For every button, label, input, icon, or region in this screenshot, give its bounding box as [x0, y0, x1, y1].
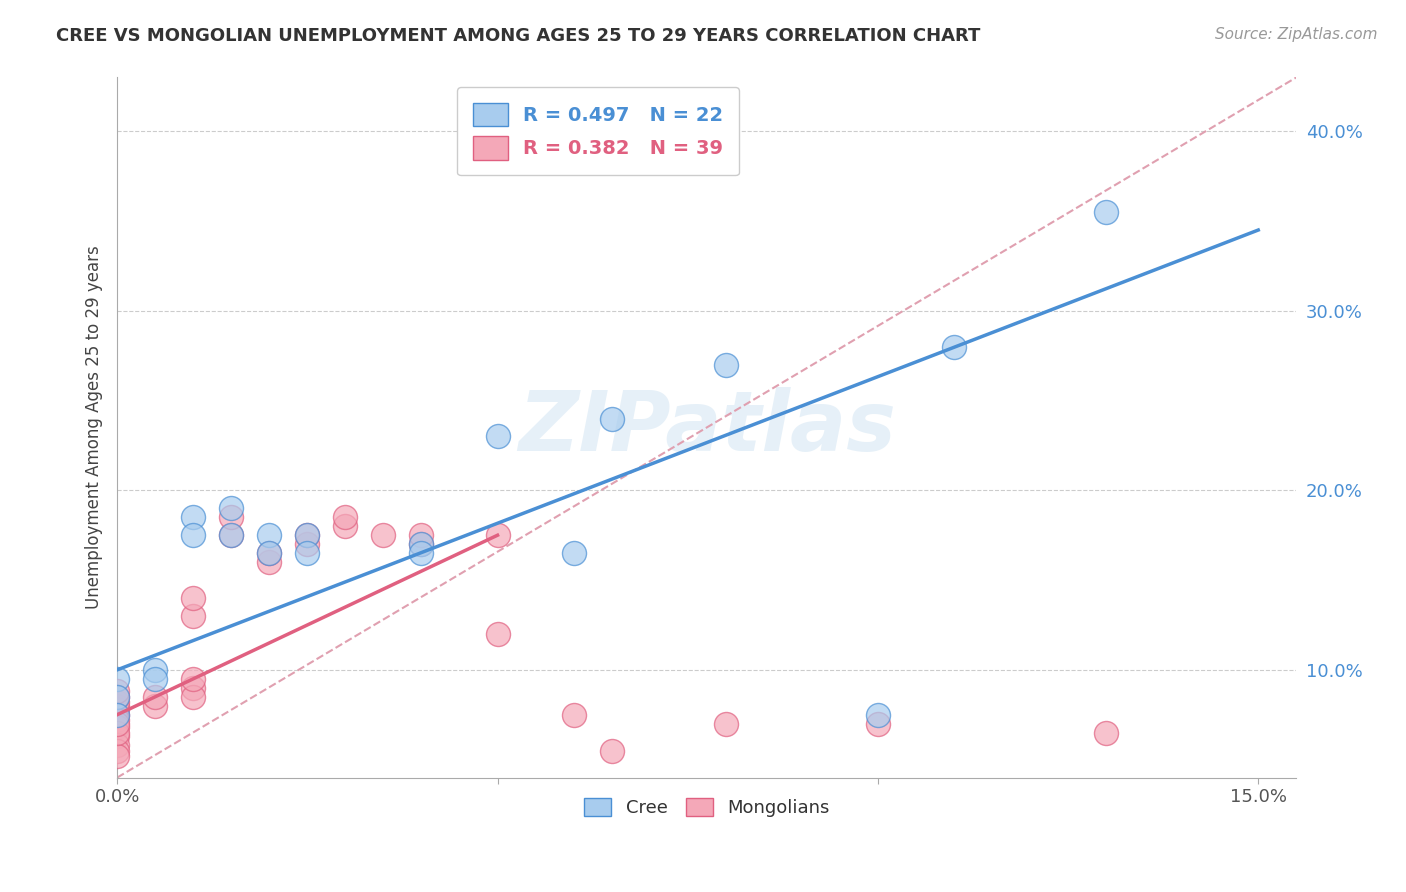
Point — [221, 510, 243, 524]
Point — [181, 609, 204, 624]
Point — [143, 698, 166, 713]
Point — [105, 702, 128, 716]
Point — [259, 528, 281, 542]
Point — [181, 510, 204, 524]
Point — [181, 690, 204, 704]
Point — [297, 528, 319, 542]
Point — [105, 713, 128, 727]
Point — [105, 695, 128, 709]
Point — [105, 725, 128, 739]
Point — [221, 528, 243, 542]
Point — [373, 528, 395, 542]
Point — [181, 672, 204, 686]
Point — [714, 358, 737, 372]
Legend: Cree, Mongolians: Cree, Mongolians — [576, 790, 837, 824]
Point — [259, 546, 281, 560]
Point — [143, 663, 166, 677]
Point — [600, 411, 623, 425]
Text: ZIPatlas: ZIPatlas — [517, 387, 896, 468]
Point — [181, 681, 204, 695]
Point — [105, 672, 128, 686]
Point — [411, 537, 433, 551]
Point — [411, 546, 433, 560]
Point — [297, 528, 319, 542]
Point — [259, 555, 281, 569]
Point — [143, 672, 166, 686]
Point — [562, 546, 585, 560]
Point — [105, 707, 128, 722]
Point — [105, 690, 128, 704]
Point — [105, 749, 128, 764]
Point — [221, 528, 243, 542]
Point — [335, 519, 357, 533]
Point — [486, 429, 509, 443]
Point — [105, 707, 128, 722]
Text: CREE VS MONGOLIAN UNEMPLOYMENT AMONG AGES 25 TO 29 YEARS CORRELATION CHART: CREE VS MONGOLIAN UNEMPLOYMENT AMONG AGE… — [56, 27, 980, 45]
Point — [411, 528, 433, 542]
Point — [105, 720, 128, 734]
Point — [866, 707, 889, 722]
Point — [335, 510, 357, 524]
Point — [1095, 725, 1118, 739]
Point — [297, 537, 319, 551]
Point — [105, 698, 128, 713]
Point — [105, 684, 128, 698]
Y-axis label: Unemployment Among Ages 25 to 29 years: Unemployment Among Ages 25 to 29 years — [86, 245, 103, 609]
Point — [105, 738, 128, 752]
Point — [181, 528, 204, 542]
Point — [600, 744, 623, 758]
Point — [259, 546, 281, 560]
Point — [181, 591, 204, 605]
Point — [297, 546, 319, 560]
Point — [411, 537, 433, 551]
Point — [221, 501, 243, 516]
Point — [105, 744, 128, 758]
Point — [105, 716, 128, 731]
Text: Source: ZipAtlas.com: Source: ZipAtlas.com — [1215, 27, 1378, 42]
Point — [486, 528, 509, 542]
Point — [866, 716, 889, 731]
Point — [105, 690, 128, 704]
Point — [486, 627, 509, 641]
Point — [105, 729, 128, 743]
Point — [1095, 205, 1118, 219]
Point — [714, 716, 737, 731]
Point — [562, 707, 585, 722]
Point — [143, 690, 166, 704]
Point — [942, 340, 965, 354]
